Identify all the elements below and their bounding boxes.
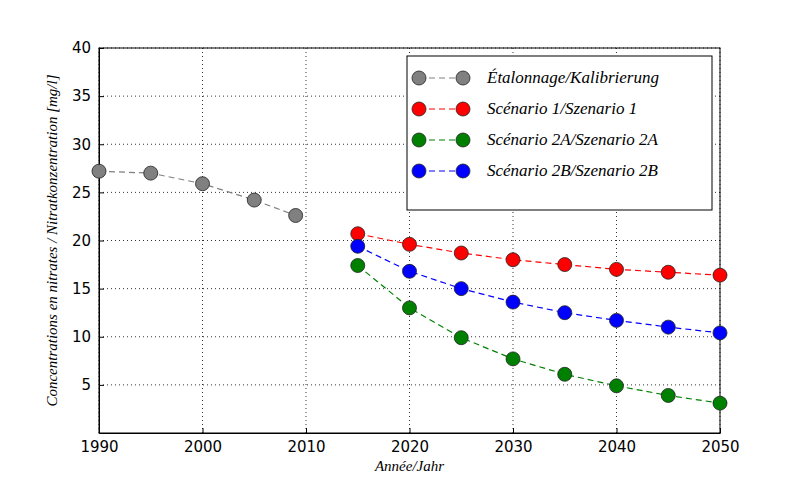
grid-line	[306, 48, 307, 433]
tick-mark	[99, 289, 104, 290]
marker	[351, 259, 365, 273]
tick: 5	[81, 376, 104, 394]
marker	[351, 227, 365, 241]
marker	[506, 295, 520, 309]
tick-label: 25	[72, 184, 91, 202]
plot-area: 1990 2000 2010 2020 2030 2040 2050 5 10 15 20 25 30 3…	[72, 39, 740, 455]
tick: 2010	[287, 428, 325, 456]
marker	[713, 396, 727, 410]
grid-line	[202, 48, 203, 433]
legend-marker	[456, 71, 470, 85]
tick-mark	[99, 385, 104, 386]
tick-label: 10	[72, 328, 91, 346]
tick-mark	[99, 144, 104, 145]
legend: Étalonnage/Kalibrierung Scénario 1/Szenar…	[407, 56, 712, 210]
legend-item: Scénario 2B/Szenario 2B	[412, 161, 659, 180]
marker	[506, 253, 520, 267]
tick: 2020	[391, 428, 429, 456]
legend-marker	[456, 102, 470, 116]
legend-marker	[412, 71, 426, 85]
marker	[610, 313, 624, 327]
tick-label: 2020	[391, 438, 429, 456]
legend-label: Étalonnage/Kalibrierung	[486, 68, 659, 87]
tick-label: 2000	[184, 438, 222, 456]
tick: 2030	[494, 428, 532, 456]
legend-label: Scénario 2A/Szenario 2A	[487, 130, 659, 149]
series-line	[99, 171, 296, 215]
tick-label: 15	[72, 280, 91, 298]
legend-marker	[412, 164, 426, 178]
x-axis: 1990 2000 2010 2020 2030 2040 2050	[80, 428, 739, 456]
legend-label: Scénario 2B/Szenario 2B	[487, 161, 659, 180]
tick-mark	[617, 428, 618, 433]
legend-box	[407, 56, 712, 210]
marker	[289, 208, 303, 222]
marker	[454, 331, 468, 345]
tick-mark	[99, 337, 104, 338]
marker	[661, 265, 675, 279]
marker	[454, 282, 468, 296]
marker	[351, 239, 365, 253]
marker	[454, 246, 468, 260]
tick-label: 2050	[701, 438, 739, 456]
legend-item: Étalonnage/Kalibrierung	[412, 68, 659, 87]
marker	[661, 388, 675, 402]
tick-mark	[203, 428, 204, 433]
tick-label: 1990	[80, 438, 118, 456]
tick-mark	[410, 428, 411, 433]
legend-item: Scénario 2A/Szenario 2A	[412, 130, 659, 149]
marker	[558, 367, 572, 381]
marker	[558, 258, 572, 272]
tick-mark	[306, 428, 307, 433]
tick-label: 20	[72, 232, 91, 250]
marker	[713, 268, 727, 282]
grid-line	[99, 384, 720, 385]
marker	[713, 326, 727, 340]
tick-label: 2040	[598, 438, 636, 456]
tick-mark	[99, 96, 104, 97]
tick-mark	[513, 428, 514, 433]
legend-marker	[456, 164, 470, 178]
marker	[661, 320, 675, 334]
tick: 2000	[184, 428, 222, 456]
series-line	[358, 246, 720, 333]
marker	[92, 164, 106, 178]
marker	[144, 166, 158, 180]
legend-marker	[412, 102, 426, 116]
tick-label: 30	[72, 136, 91, 154]
tick-label: 35	[72, 87, 91, 105]
marker	[403, 237, 417, 251]
legend-marker	[456, 133, 470, 147]
tick: 2040	[598, 428, 636, 456]
legend-label: Scénario 1/Szenario 1	[487, 99, 637, 118]
y-axis-title: Concentrations en nitrates / Nitratkonze…	[44, 74, 60, 406]
marker	[403, 264, 417, 278]
chart: 1990 2000 2010 2020 2030 2040 2050 5 10 15 20 25 30 3…	[0, 0, 800, 481]
marker	[558, 306, 572, 320]
grid-line	[99, 288, 720, 289]
marker	[610, 262, 624, 276]
tick-label: 2010	[287, 438, 325, 456]
marker	[196, 177, 210, 191]
tick-mark	[99, 192, 104, 193]
tick-label: 40	[72, 39, 91, 57]
marker	[610, 379, 624, 393]
tick-label: 5	[81, 376, 91, 394]
grid	[99, 48, 720, 433]
tick-label: 2030	[494, 438, 532, 456]
marker	[506, 352, 520, 366]
marker	[403, 301, 417, 315]
series-line	[358, 266, 720, 404]
legend-item: Scénario 1/Szenario 1	[412, 99, 637, 118]
marker	[247, 193, 261, 207]
legend-marker	[412, 133, 426, 147]
grid-line	[99, 336, 720, 337]
tick-mark	[99, 241, 104, 242]
x-axis-title: Année/Jahr	[374, 458, 444, 474]
plot-frame	[99, 48, 720, 433]
